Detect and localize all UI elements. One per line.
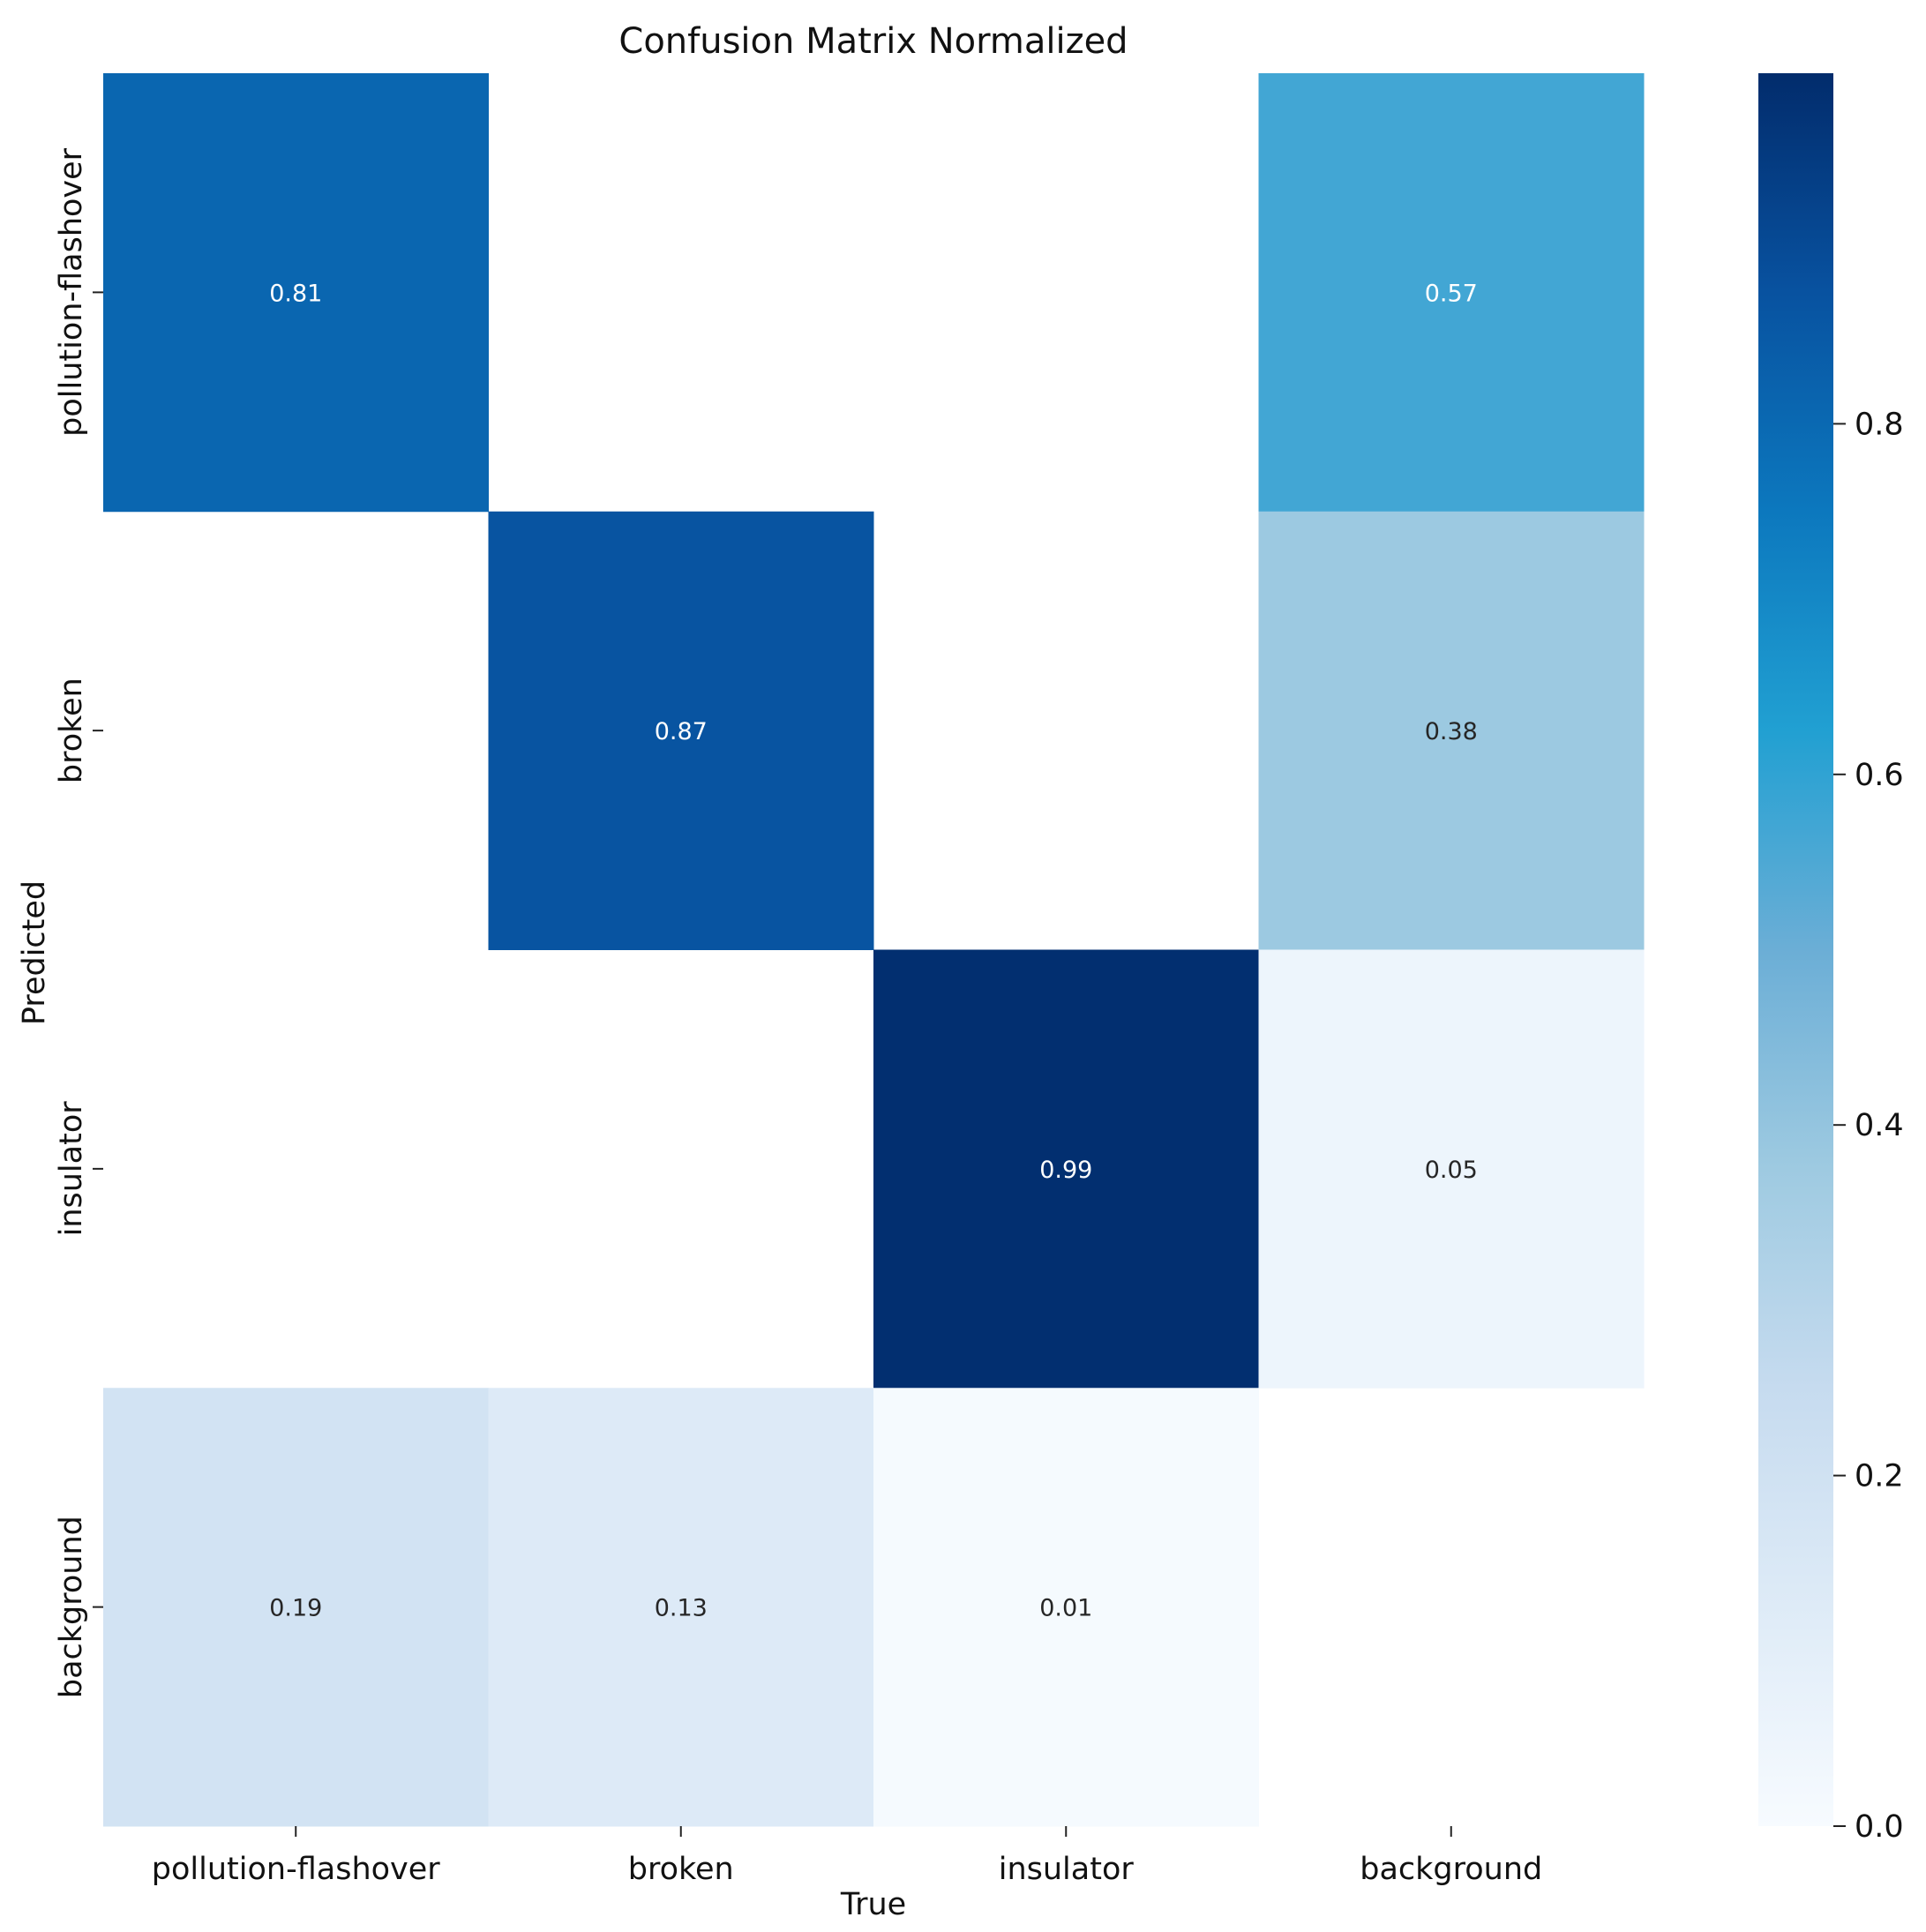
heatmap-cell-r3-c0 [103, 1388, 489, 1827]
cell-value-label-r0-c0: 0.81 [269, 280, 322, 307]
heatmap-cell-r2-c2 [873, 949, 1259, 1389]
x-tick-label-1: broken [628, 1852, 734, 1887]
colorbar-tick-label-4: 0.8 [1855, 407, 1904, 442]
heatmap-cell-r1-c1 [488, 511, 874, 950]
heatmap-cell-r3-c2 [873, 1388, 1259, 1827]
x-tick-label-3: background [1360, 1852, 1542, 1887]
cell-value-label-r2-c2: 0.99 [1039, 1157, 1092, 1184]
x-tick-label-0: pollution-flashover [152, 1852, 441, 1887]
x-tick-label-2: insulator [999, 1852, 1135, 1887]
heatmap-cell-r2-c3 [1258, 949, 1645, 1389]
heatmap-cell-r0-c3 [1258, 73, 1645, 513]
heatmap-cell-r3-c1 [488, 1388, 874, 1827]
heatmap-cell-r1-c3 [1258, 511, 1645, 950]
heatmap-cell-r0-c0 [103, 73, 489, 513]
y-axis-label: Predicted [17, 880, 52, 1025]
colorbar-tick-label-0: 0.0 [1855, 1809, 1904, 1845]
cell-value-label-r0-c3: 0.57 [1425, 280, 1478, 307]
x-axis-label: True [840, 1887, 906, 1922]
cell-value-label-r3-c1: 0.13 [655, 1595, 708, 1622]
colorbar-tick-label-1: 0.2 [1855, 1459, 1904, 1494]
chart-title: Confusion Matrix Normalized [618, 21, 1128, 62]
cell-value-label-r3-c2: 0.01 [1039, 1595, 1092, 1622]
y-tick-label-0: pollution-flashover [54, 147, 89, 437]
colorbar-tick-label-2: 0.4 [1855, 1108, 1904, 1143]
y-tick-label-1: broken [54, 678, 89, 783]
cell-value-label-r1-c3: 0.38 [1425, 718, 1478, 745]
y-tick-label-2: insulator [54, 1101, 89, 1237]
cell-value-label-r3-c0: 0.19 [269, 1595, 322, 1622]
cell-value-label-r2-c3: 0.05 [1425, 1157, 1478, 1184]
cell-value-labels: 0.81 0.57 0.87 0.38 0.99 0.05 0.19 0.13 0.01 [269, 280, 1478, 1621]
colorbar [1758, 73, 1833, 1826]
heatmap-cells [103, 73, 1645, 1827]
cell-value-label-r1-c1: 0.87 [655, 718, 708, 745]
y-tick-label-3: background [54, 1516, 89, 1698]
y-axis: pollution-flashover broken insulator backgr… [54, 147, 103, 1698]
colorbar-ticks: 0.0 0.2 0.4 0.6 0.8 [1833, 407, 1904, 1845]
colorbar-tick-label-3: 0.6 [1855, 758, 1904, 793]
x-axis: pollution-flashover broken insulator backgr… [152, 1826, 1542, 1887]
